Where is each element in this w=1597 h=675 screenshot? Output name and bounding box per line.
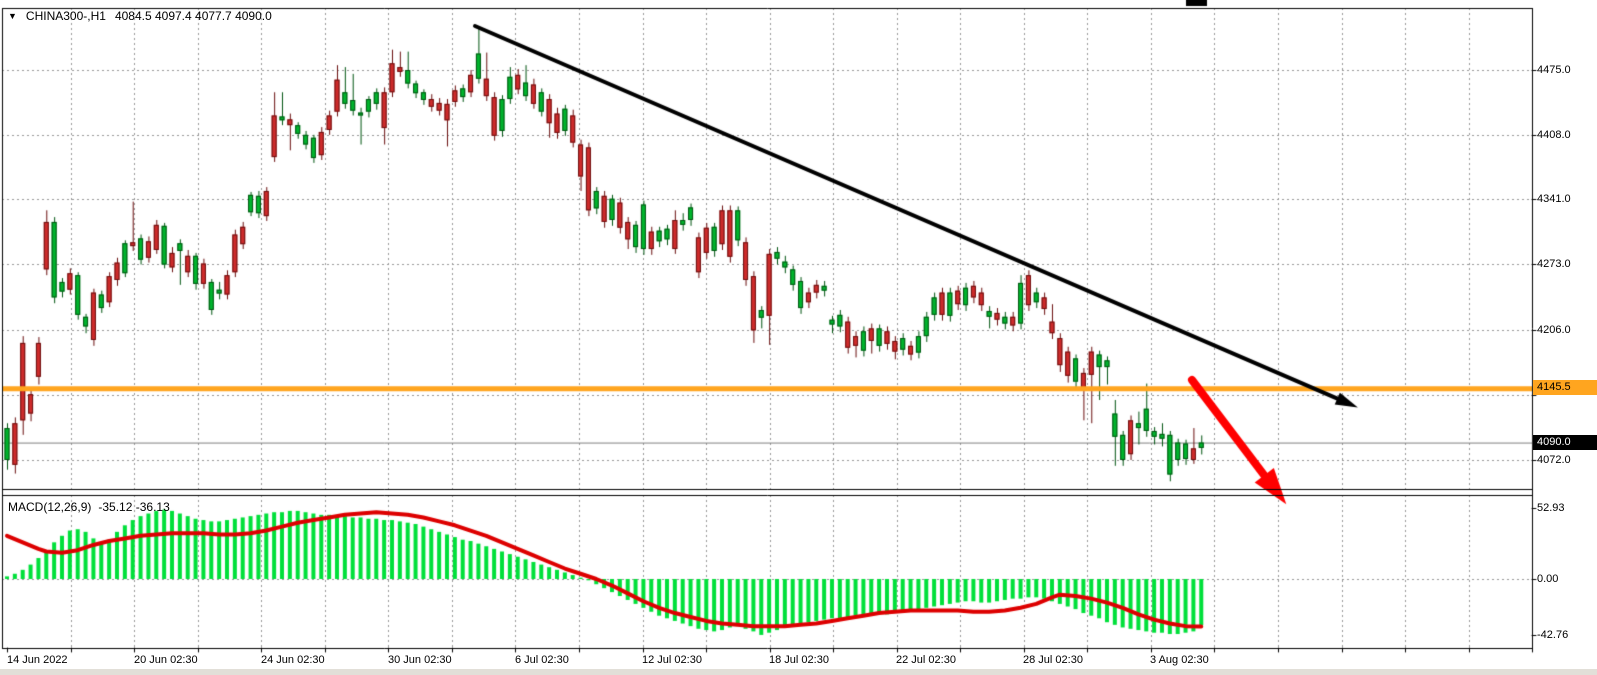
current-bar-ohlc-label: 4084.5 4097.4 4077.7 4090.0 (114, 9, 272, 23)
time-axis-label: 3 Aug 02:30 (1150, 654, 1209, 666)
price-axis-label: 4408.0 (1537, 129, 1571, 141)
macd-indicator-values: -35.12 -36.13 (98, 500, 170, 514)
time-axis-label: 30 Jun 02:30 (388, 654, 452, 666)
symbol-dropdown-icon[interactable]: ▼ (8, 11, 17, 21)
price-axis-label: 4206.0 (1537, 324, 1571, 336)
macd-axis-label: 0.00 (1537, 573, 1559, 585)
time-axis-label: 12 Jul 02:30 (642, 654, 702, 666)
horizontal-line-price-tag: 4145.5 (1533, 380, 1597, 395)
price-axis-label: 4341.0 (1537, 193, 1571, 205)
current-price-tag: 4090.0 (1533, 435, 1597, 450)
price-axis-label: 4475.0 (1537, 64, 1571, 76)
macd-axis-label: 52.93 (1537, 502, 1565, 514)
time-axis-label: 14 Jun 2022 (7, 654, 68, 666)
price-axis-label: 4273.0 (1537, 258, 1571, 270)
macd-indicator-header: MACD(12,26,9) -35.12 -36.13 (8, 500, 170, 514)
time-axis-label: 18 Jul 02:30 (769, 654, 829, 666)
macd-axis-label: -42.76 (1537, 629, 1569, 641)
time-axis-label: 20 Jun 02:30 (134, 654, 198, 666)
window-bottom-strip (0, 669, 1597, 675)
price-axis-label: 4072.0 (1537, 454, 1571, 466)
time-axis-label: 28 Jul 02:30 (1023, 654, 1083, 666)
time-axis-label: 22 Jul 02:30 (896, 654, 956, 666)
chart-title-bar: ▼ CHINA300-,H1 4084.5 4097.4 4077.7 4090… (8, 9, 272, 23)
time-axis-label: 6 Jul 02:30 (515, 654, 569, 666)
symbol-timeframe-label: CHINA300-,H1 (25, 9, 106, 23)
time-axis-label: 24 Jun 02:30 (261, 654, 325, 666)
macd-indicator-name: MACD(12,26,9) (8, 500, 92, 514)
